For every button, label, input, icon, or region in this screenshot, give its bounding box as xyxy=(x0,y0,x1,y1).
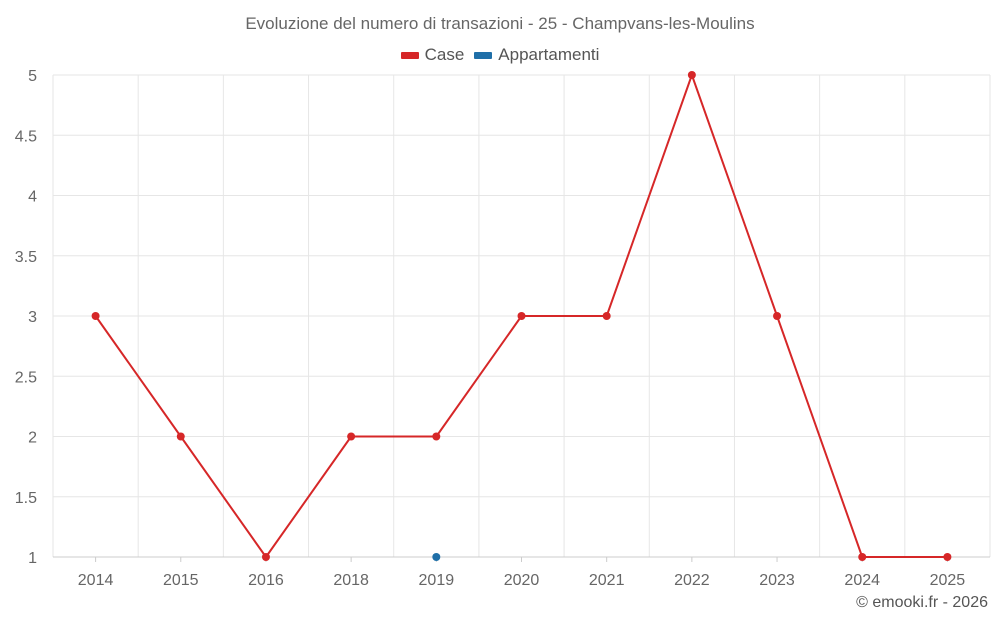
legend: Case Appartamenti xyxy=(0,45,1000,65)
y-tick-label: 2 xyxy=(28,430,37,447)
x-tick-label: 2019 xyxy=(419,572,455,589)
x-tick-label: 2023 xyxy=(759,572,795,589)
data-point-case xyxy=(943,553,952,561)
legend-label-appartamenti: Appartamenti xyxy=(498,45,600,64)
legend-swatch-appartamenti xyxy=(474,51,493,59)
x-tick-label: 2018 xyxy=(333,572,369,589)
x-tick-label: 2015 xyxy=(163,572,199,589)
credit-text: © emooki.fr - 2026 xyxy=(856,594,988,611)
y-tick-label: 5 xyxy=(28,68,37,85)
y-tick-label: 4 xyxy=(28,189,37,206)
data-point-case xyxy=(773,312,782,320)
data-point-case xyxy=(261,553,270,561)
x-tick-label: 2022 xyxy=(674,572,710,589)
legend-item-appartamenti[interactable]: Appartamenti xyxy=(474,45,599,65)
data-point-appartamenti xyxy=(432,553,441,561)
legend-label-case: Case xyxy=(424,45,465,64)
data-point-case xyxy=(432,432,441,441)
data-point-case xyxy=(347,432,356,441)
y-tick-label: 2.5 xyxy=(15,369,37,386)
data-point-case xyxy=(517,312,526,320)
data-point-case xyxy=(602,312,611,320)
y-tick-label: 1 xyxy=(28,550,37,567)
chart-title: Evoluzione del numero di transazioni - 2… xyxy=(245,14,755,33)
y-tick-label: 3.5 xyxy=(15,249,37,266)
data-point-case xyxy=(176,432,185,441)
y-tick-label: 1.5 xyxy=(15,490,37,507)
y-tick-label: 4.5 xyxy=(15,128,37,145)
legend-swatch-case xyxy=(400,51,419,59)
x-tick-label: 2014 xyxy=(78,572,114,589)
data-point-case xyxy=(687,71,696,79)
x-tick-label: 2021 xyxy=(589,572,625,589)
x-tick-label: 2025 xyxy=(930,572,966,589)
data-point-case xyxy=(91,312,100,320)
x-tick-label: 2024 xyxy=(844,572,880,589)
x-tick-label: 2020 xyxy=(504,572,540,589)
data-point-case xyxy=(858,553,867,561)
y-tick-label: 3 xyxy=(28,309,37,326)
x-tick-label: 2016 xyxy=(248,572,284,589)
legend-item-case[interactable]: Case xyxy=(400,45,465,65)
